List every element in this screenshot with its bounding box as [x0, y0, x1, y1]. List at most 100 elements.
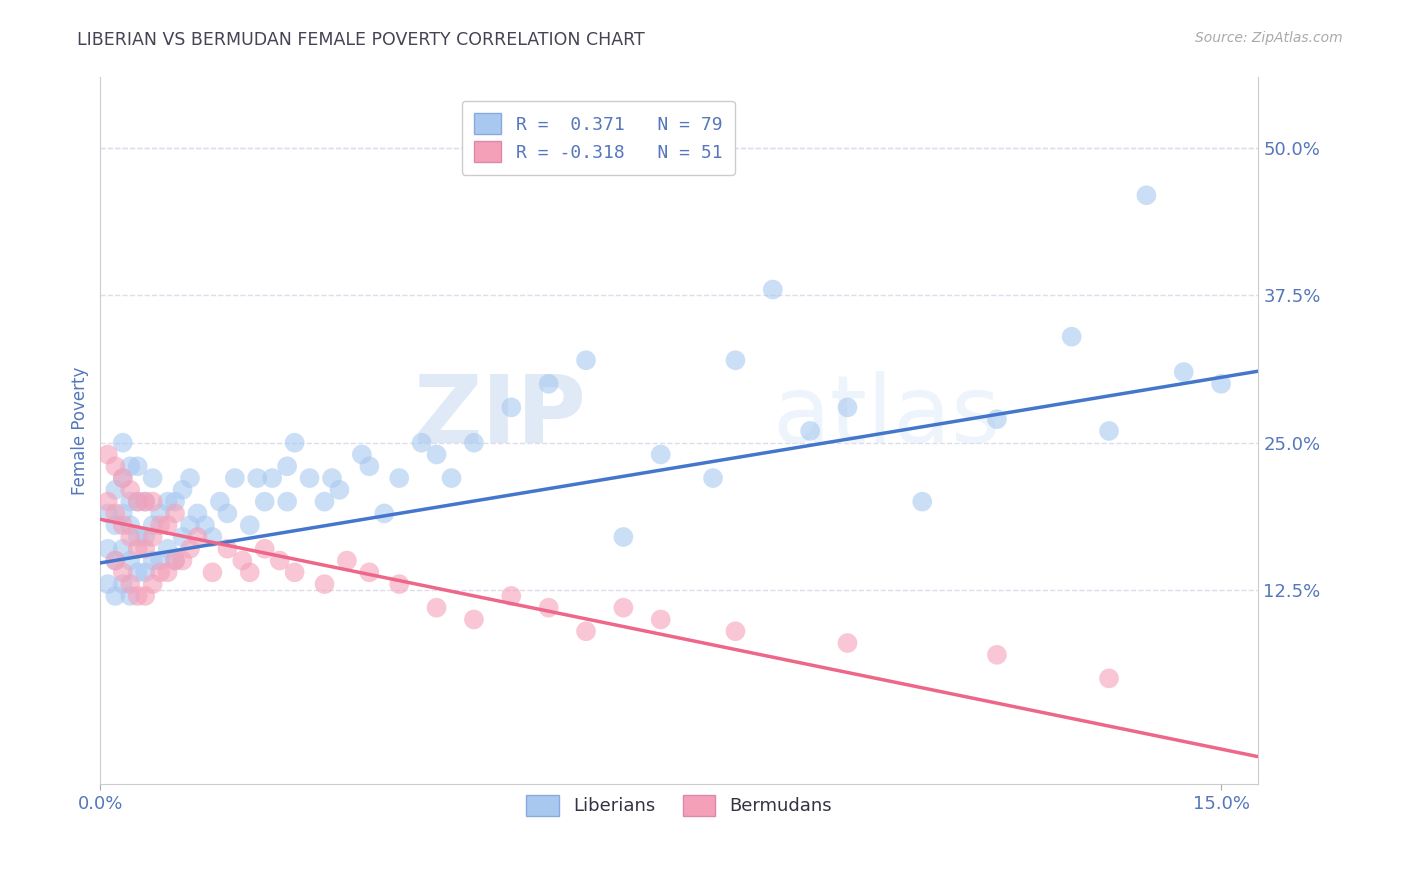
Point — [276, 459, 298, 474]
Point — [284, 566, 307, 580]
Point — [388, 577, 411, 591]
Point — [172, 483, 194, 497]
Point — [120, 589, 142, 603]
Point — [149, 566, 172, 580]
Point — [217, 541, 239, 556]
Point — [149, 507, 172, 521]
Point — [104, 483, 127, 497]
Point — [1098, 424, 1121, 438]
Point — [231, 553, 253, 567]
Point — [224, 471, 246, 485]
Point — [179, 471, 201, 485]
Point — [134, 589, 156, 603]
Point — [194, 518, 217, 533]
Point — [463, 435, 485, 450]
Point — [426, 448, 449, 462]
Point — [702, 471, 724, 485]
Point — [104, 459, 127, 474]
Point — [104, 553, 127, 567]
Point — [650, 612, 672, 626]
Point — [762, 283, 785, 297]
Point — [201, 530, 224, 544]
Point — [120, 518, 142, 533]
Point — [1098, 672, 1121, 686]
Point — [575, 353, 598, 368]
Point — [142, 471, 165, 485]
Point — [426, 600, 449, 615]
Point — [134, 530, 156, 544]
Text: atlas: atlas — [772, 371, 1000, 463]
Point — [537, 376, 560, 391]
Point — [724, 624, 747, 639]
Point — [104, 589, 127, 603]
Point — [986, 412, 1008, 426]
Point — [1135, 188, 1157, 202]
Point — [111, 435, 134, 450]
Point — [156, 566, 179, 580]
Point — [284, 435, 307, 450]
Point — [186, 507, 208, 521]
Point — [104, 507, 127, 521]
Point — [172, 553, 194, 567]
Point — [120, 483, 142, 497]
Point — [165, 507, 187, 521]
Point — [127, 494, 149, 508]
Point — [134, 494, 156, 508]
Point — [463, 612, 485, 626]
Point — [575, 624, 598, 639]
Point — [127, 566, 149, 580]
Point — [97, 448, 120, 462]
Point — [127, 589, 149, 603]
Point — [314, 577, 336, 591]
Point — [149, 553, 172, 567]
Point — [97, 507, 120, 521]
Point — [165, 494, 187, 508]
Point — [142, 553, 165, 567]
Text: Source: ZipAtlas.com: Source: ZipAtlas.com — [1195, 31, 1343, 45]
Point — [127, 459, 149, 474]
Point — [650, 448, 672, 462]
Point — [104, 518, 127, 533]
Point — [142, 577, 165, 591]
Point — [134, 566, 156, 580]
Point — [142, 518, 165, 533]
Point — [373, 507, 395, 521]
Y-axis label: Female Poverty: Female Poverty — [72, 367, 89, 495]
Point — [111, 577, 134, 591]
Point — [142, 530, 165, 544]
Point — [156, 518, 179, 533]
Point — [269, 553, 291, 567]
Point — [612, 530, 634, 544]
Point — [246, 471, 269, 485]
Point — [1060, 329, 1083, 343]
Point — [134, 541, 156, 556]
Point — [336, 553, 359, 567]
Point — [239, 566, 262, 580]
Point — [165, 553, 187, 567]
Text: LIBERIAN VS BERMUDAN FEMALE POVERTY CORRELATION CHART: LIBERIAN VS BERMUDAN FEMALE POVERTY CORR… — [77, 31, 645, 49]
Point — [253, 541, 276, 556]
Point — [97, 577, 120, 591]
Point — [411, 435, 433, 450]
Point — [111, 518, 134, 533]
Point — [142, 494, 165, 508]
Point — [314, 494, 336, 508]
Point — [1209, 376, 1232, 391]
Point — [1173, 365, 1195, 379]
Legend: Liberians, Bermudans: Liberians, Bermudans — [517, 786, 841, 825]
Point — [612, 600, 634, 615]
Point — [208, 494, 231, 508]
Point — [350, 448, 373, 462]
Point — [799, 424, 821, 438]
Point — [328, 483, 350, 497]
Point — [321, 471, 343, 485]
Point — [104, 553, 127, 567]
Point — [111, 471, 134, 485]
Point — [149, 518, 172, 533]
Point — [837, 401, 859, 415]
Point — [724, 353, 747, 368]
Point — [911, 494, 934, 508]
Point — [120, 530, 142, 544]
Point — [97, 541, 120, 556]
Point — [111, 507, 134, 521]
